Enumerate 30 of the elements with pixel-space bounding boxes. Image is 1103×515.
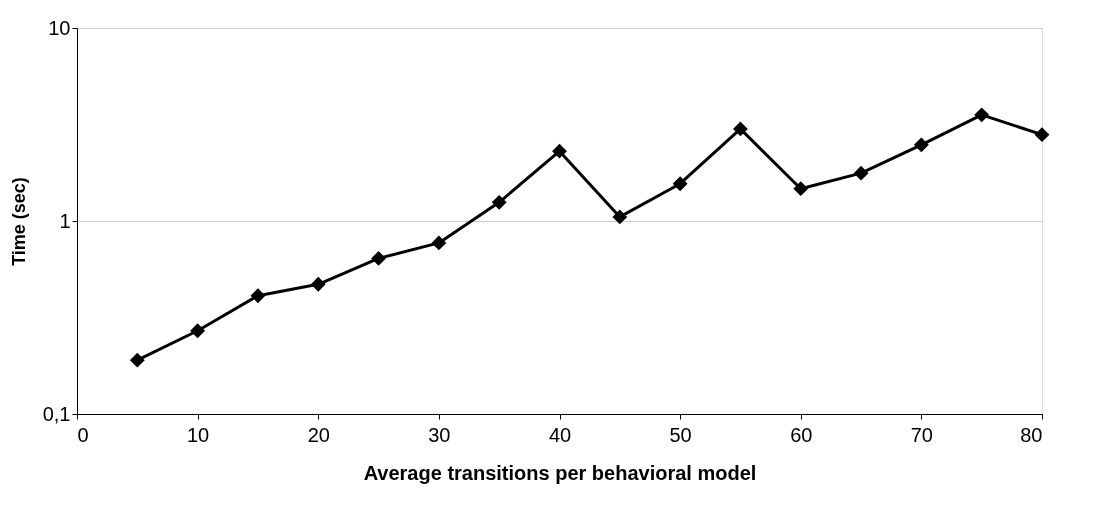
point	[612, 209, 628, 225]
y-axis-title: Time (sec)	[8, 177, 29, 266]
point	[1034, 127, 1050, 143]
x-tick-label: 20	[307, 423, 330, 446]
point	[793, 181, 809, 197]
x-tick-label: 0	[77, 423, 89, 446]
point	[129, 352, 145, 368]
point	[371, 250, 386, 266]
point	[974, 107, 990, 123]
x-tick-label: 10	[187, 423, 210, 446]
point	[250, 288, 266, 304]
point	[913, 137, 929, 153]
point	[310, 276, 326, 292]
point	[491, 194, 507, 210]
x-tick-label: 70	[910, 423, 933, 446]
y-tick-label: 1	[59, 209, 71, 232]
point	[853, 165, 869, 181]
x-axis-title: Average transitions per behavioral model	[363, 461, 757, 484]
point	[431, 235, 447, 251]
x-tick-label: 30	[428, 423, 451, 446]
x-tick-label: 50	[669, 423, 692, 446]
y-tick-label: 0,1	[42, 402, 71, 425]
point	[552, 143, 567, 159]
x-tick-label: 80	[1020, 423, 1043, 446]
x-tick-label: 40	[548, 423, 572, 446]
point	[733, 121, 748, 137]
point	[190, 323, 206, 339]
point	[672, 176, 688, 192]
y-tick-label: 10	[48, 16, 71, 39]
x-tick-label: 60	[790, 423, 813, 446]
